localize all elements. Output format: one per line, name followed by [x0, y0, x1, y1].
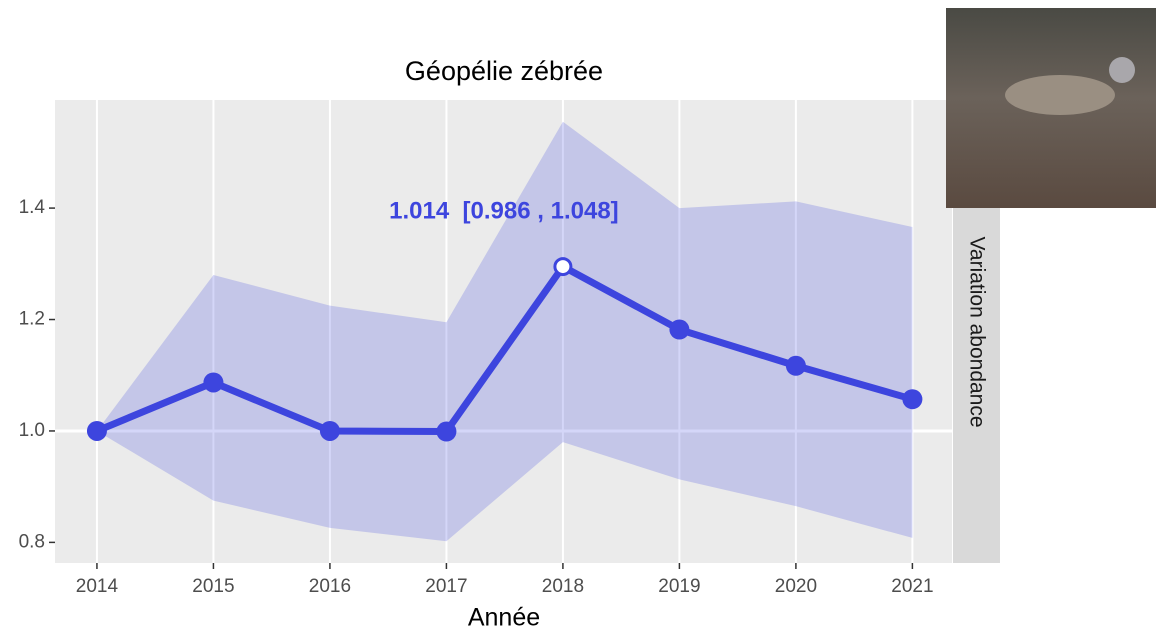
point [203, 372, 223, 392]
point [320, 421, 340, 441]
point [87, 421, 107, 441]
strip-label: Variation abondance [965, 236, 988, 427]
point [902, 389, 922, 409]
y-tick-label: 1.4 [19, 197, 46, 218]
x-tick-label: 2017 [425, 576, 467, 597]
y-tick-label: 1.2 [19, 309, 45, 330]
x-tick-label: 2019 [658, 576, 700, 597]
highlighted-point [555, 259, 571, 275]
point [669, 320, 689, 340]
x-tick-label: 2021 [891, 576, 933, 597]
y-tick-label: 1.0 [19, 420, 45, 441]
chart: Variation abondance Géopélie zébrée Anné… [0, 0, 1156, 635]
x-tick-label: 2014 [76, 576, 119, 597]
point [786, 356, 806, 376]
chart-title: Géopélie zébrée [405, 56, 603, 86]
x-tick-label: 2020 [775, 576, 817, 597]
x-tick-label: 2015 [192, 576, 234, 597]
x-tick-label: 2018 [542, 576, 584, 597]
x-axis-title: Année [468, 604, 540, 632]
bird-photo [946, 8, 1156, 208]
point [436, 422, 456, 442]
y-tick-label: 0.8 [19, 531, 45, 552]
annotation: 1.014 [0.986 , 1.048] [389, 197, 619, 224]
x-tick-label: 2016 [309, 576, 351, 597]
